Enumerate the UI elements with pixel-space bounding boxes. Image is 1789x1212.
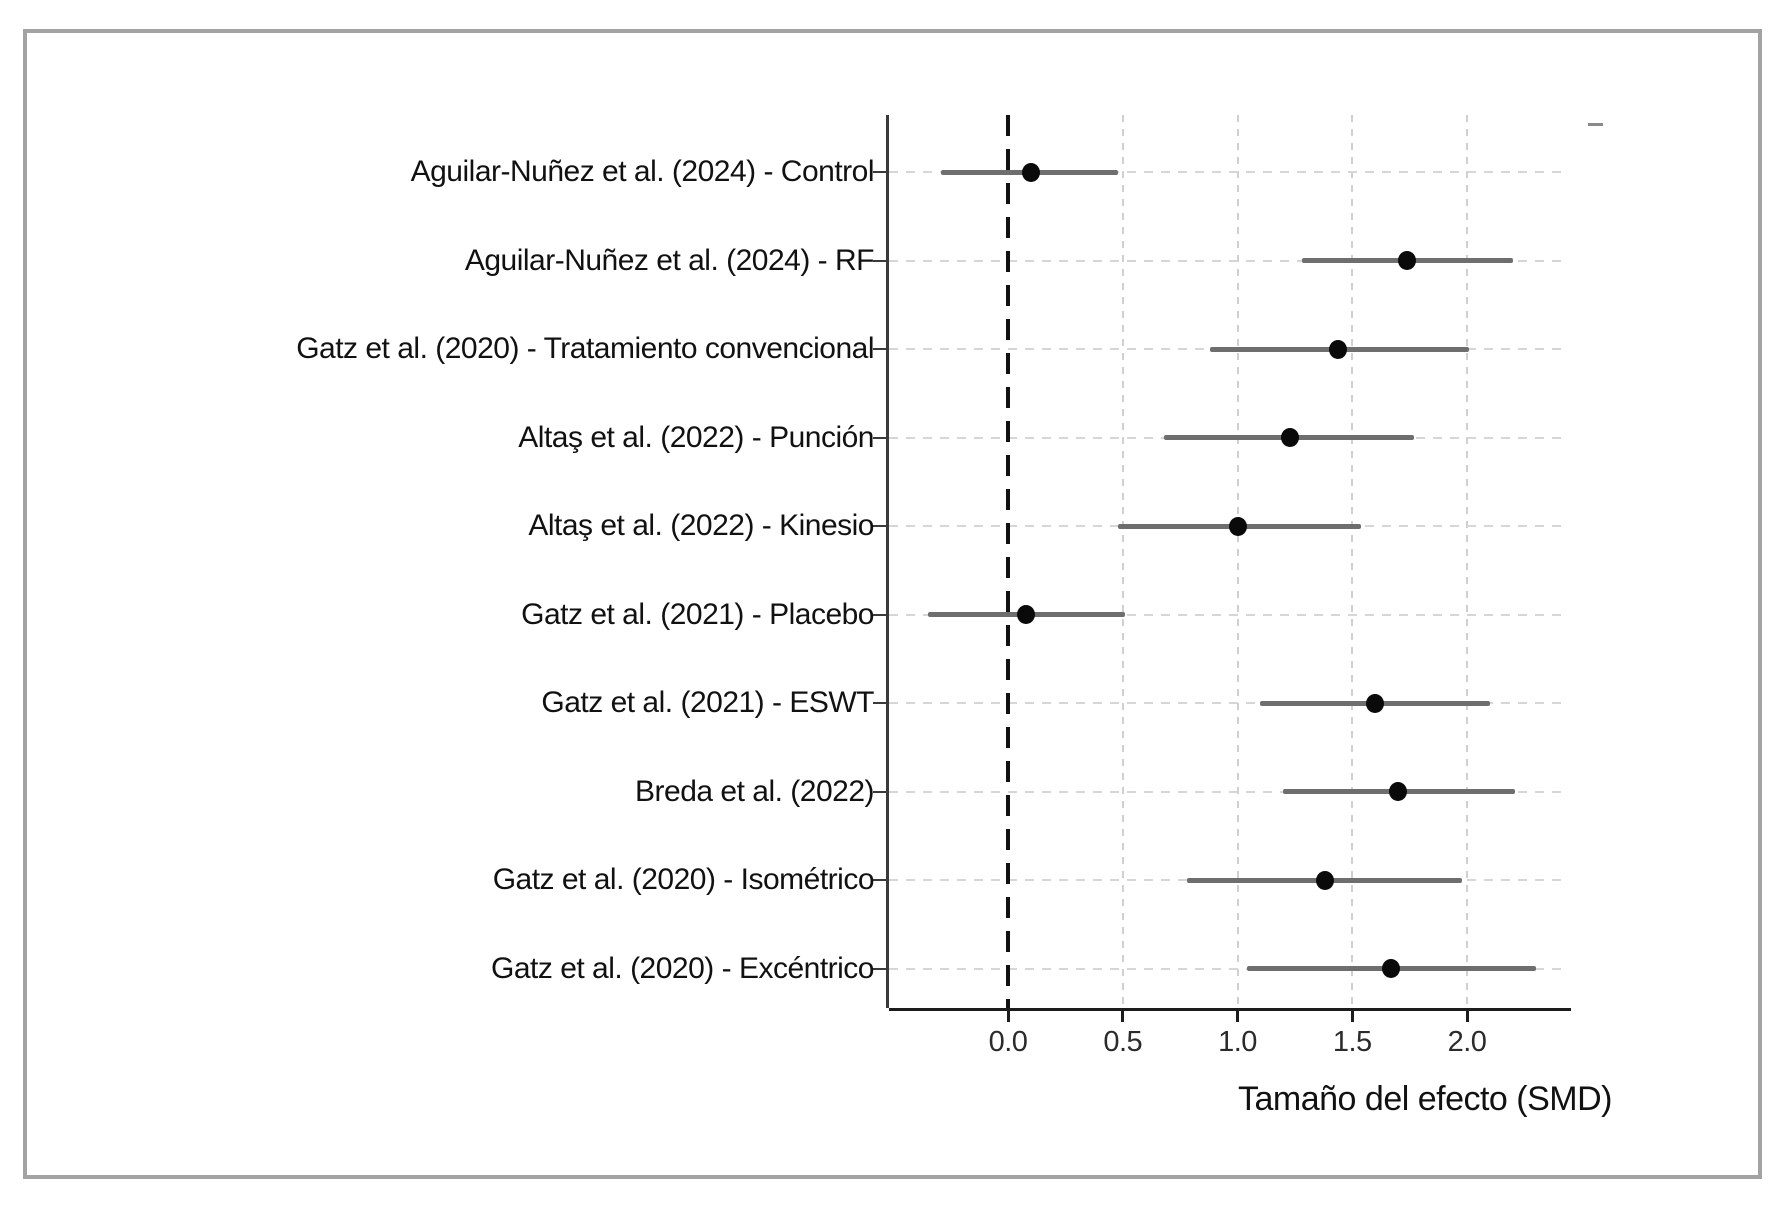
- y-axis-tick: [873, 171, 887, 173]
- zero-reference-line: [1006, 115, 1010, 1008]
- effect-size-marker: [1017, 605, 1036, 624]
- study-label: Gatz et al. (2020) - Tratamiento convenc…: [296, 332, 874, 365]
- effect-size-marker: [1366, 693, 1385, 713]
- effect-size-marker: [1329, 339, 1348, 359]
- study-label: Altaş et al. (2022) - Punción: [518, 420, 874, 454]
- y-axis-tick: [873, 259, 887, 262]
- x-axis-tick-label: 2.0: [1447, 1026, 1487, 1058]
- y-axis-tick: [873, 879, 887, 881]
- x-axis-tick: [1465, 1011, 1469, 1022]
- effect-size-marker: [1398, 251, 1417, 270]
- study-label: Gatz et al. (2020) - Isométrico: [492, 863, 875, 896]
- x-axis-title: Tamaño del efecto (SMD): [1238, 1080, 1613, 1118]
- x-axis-tick: [1236, 1011, 1239, 1022]
- corner-artifact-mark: [1588, 123, 1603, 126]
- study-label: Gatz et al. (2021) - Placebo: [521, 597, 874, 631]
- study-label: Breda et al. (2022): [635, 774, 874, 808]
- y-axis-tick: [873, 702, 887, 704]
- x-axis-tick-label: 0.5: [1103, 1026, 1143, 1058]
- x-gridline: [1351, 115, 1354, 1008]
- study-label: Gatz et al. (2020) - Excéntrico: [491, 951, 875, 985]
- x-axis-tick: [1121, 1011, 1125, 1022]
- effect-size-marker: [1382, 959, 1401, 978]
- row-gridline: [889, 259, 1563, 262]
- row-gridline: [889, 171, 1563, 173]
- effect-size-marker: [1389, 782, 1408, 801]
- x-axis-tick-label: 1.0: [1218, 1026, 1257, 1058]
- x-axis-tick-label: 0.0: [988, 1026, 1028, 1058]
- x-axis-tick: [1006, 1011, 1010, 1022]
- y-axis-tick: [873, 348, 887, 350]
- study-label: Altaş et al. (2022) - Kinesio: [528, 509, 874, 542]
- y-axis-tick: [873, 790, 887, 793]
- x-axis-spine: [889, 1008, 1571, 1011]
- x-axis-tick: [1350, 1011, 1354, 1022]
- x-axis-tick-label: 1.5: [1332, 1026, 1372, 1058]
- effect-size-marker: [1228, 516, 1247, 536]
- x-gridline: [1236, 115, 1239, 1008]
- study-label: Gatz et al. (2021) - ESWT: [541, 686, 874, 719]
- effect-size-marker: [1021, 162, 1040, 182]
- y-axis-tick: [873, 525, 887, 527]
- y-axis-tick: [873, 967, 887, 970]
- row-gridline: [889, 790, 1563, 793]
- x-gridline: [1466, 115, 1468, 1008]
- y-axis-tick: [873, 436, 887, 439]
- row-gridline: [889, 613, 1563, 616]
- row-gridline: [889, 702, 1563, 704]
- study-label: Aguilar-Nuñez et al. (2024) - RF: [464, 243, 875, 277]
- row-gridline: [889, 967, 1563, 970]
- y-axis-spine: [886, 115, 889, 1008]
- y-axis-tick: [873, 613, 887, 616]
- effect-size-marker: [1281, 428, 1300, 447]
- figure-border-frame: [23, 29, 1762, 1179]
- x-gridline: [1121, 115, 1124, 1008]
- effect-size-marker: [1315, 870, 1334, 890]
- study-label: Aguilar-Nuñez et al. (2024) - Control: [410, 155, 875, 188]
